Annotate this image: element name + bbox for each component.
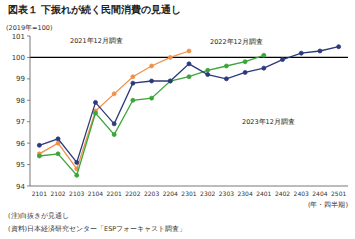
y-tick bbox=[27, 36, 30, 37]
point bbox=[112, 122, 116, 126]
y-label: (2019年=100) bbox=[6, 24, 52, 32]
point bbox=[224, 77, 228, 81]
y-tick bbox=[27, 100, 30, 101]
reference-line bbox=[30, 57, 348, 58]
note: (注)白抜きが見通し bbox=[8, 212, 69, 220]
series-line bbox=[39, 47, 338, 163]
point bbox=[243, 70, 247, 74]
x-tick-label: 2202 bbox=[125, 190, 140, 197]
y-tick bbox=[27, 143, 30, 144]
point bbox=[168, 79, 172, 83]
point bbox=[112, 92, 116, 96]
point bbox=[337, 45, 341, 49]
series-line bbox=[39, 51, 189, 169]
point bbox=[187, 49, 191, 53]
point bbox=[150, 79, 154, 83]
point bbox=[168, 55, 172, 59]
x-tick-label: 2304 bbox=[237, 190, 252, 197]
x-tick-label: 2501 bbox=[331, 190, 346, 197]
y-tick bbox=[27, 164, 30, 165]
point bbox=[187, 75, 191, 79]
x-tick-label: 2103 bbox=[69, 190, 84, 197]
point bbox=[131, 98, 135, 102]
x-axis bbox=[30, 186, 348, 187]
title: 図表１ 下振れが続く民間消費の見通し bbox=[8, 4, 181, 16]
point bbox=[75, 173, 79, 177]
point bbox=[262, 53, 266, 57]
x-tick-label: 2403 bbox=[294, 190, 309, 197]
y-tick-label: 100 bbox=[12, 54, 25, 62]
x-tick-label: 2102 bbox=[50, 190, 65, 197]
point bbox=[112, 133, 116, 137]
point bbox=[243, 60, 247, 64]
y-tick-label: 101 bbox=[12, 33, 25, 41]
point bbox=[56, 141, 60, 145]
point bbox=[37, 143, 41, 147]
x-tick-label: 2402 bbox=[275, 190, 290, 197]
point bbox=[187, 62, 191, 66]
series-label: 2022年12月調査 bbox=[210, 38, 263, 46]
x-tick-label: 2302 bbox=[200, 190, 215, 197]
point bbox=[131, 81, 135, 85]
plot-area bbox=[37, 45, 340, 178]
y-tick-label: 97 bbox=[16, 118, 25, 126]
point bbox=[56, 152, 60, 156]
x-tick-label: 2401 bbox=[256, 190, 271, 197]
point bbox=[224, 64, 228, 68]
series-label: 2021年12月調査 bbox=[70, 37, 123, 45]
point bbox=[56, 137, 60, 141]
y-tick bbox=[27, 57, 30, 58]
y-tick bbox=[27, 78, 30, 79]
y-tick-label: 95 bbox=[16, 161, 25, 169]
y-tick-label: 96 bbox=[16, 140, 25, 148]
x-tick-label: 2404 bbox=[312, 190, 327, 197]
x-tick-label: 2303 bbox=[219, 190, 234, 197]
point bbox=[206, 73, 210, 77]
point bbox=[93, 100, 97, 104]
y-tick bbox=[27, 186, 30, 187]
point bbox=[318, 49, 322, 53]
x-tick-label: 2204 bbox=[163, 190, 178, 197]
point bbox=[299, 51, 303, 55]
source: (資料)日本経済研究センター「ESPフォーキャスト調査」 bbox=[8, 225, 186, 233]
y-tick-label: 99 bbox=[16, 75, 25, 83]
point bbox=[37, 154, 41, 158]
y-tick-label: 98 bbox=[16, 97, 25, 105]
point bbox=[281, 58, 285, 62]
x-tick-label: 2301 bbox=[181, 190, 196, 197]
point bbox=[262, 66, 266, 70]
point bbox=[206, 68, 210, 72]
y-tick-label: 94 bbox=[16, 183, 25, 191]
point bbox=[93, 111, 97, 115]
series-label: 2023年12月調査 bbox=[242, 118, 295, 126]
point bbox=[150, 96, 154, 100]
x-tick-label: 2101 bbox=[32, 190, 47, 197]
point bbox=[75, 160, 79, 164]
x-label: (年・四半期) bbox=[308, 201, 348, 209]
point bbox=[150, 64, 154, 68]
x-tick-label: 2201 bbox=[107, 190, 122, 197]
point bbox=[131, 75, 135, 79]
x-tick-label: 2104 bbox=[88, 190, 103, 197]
y-axis bbox=[30, 36, 31, 186]
x-tick-label: 2203 bbox=[144, 190, 159, 197]
point bbox=[168, 79, 172, 83]
y-tick bbox=[27, 121, 30, 122]
